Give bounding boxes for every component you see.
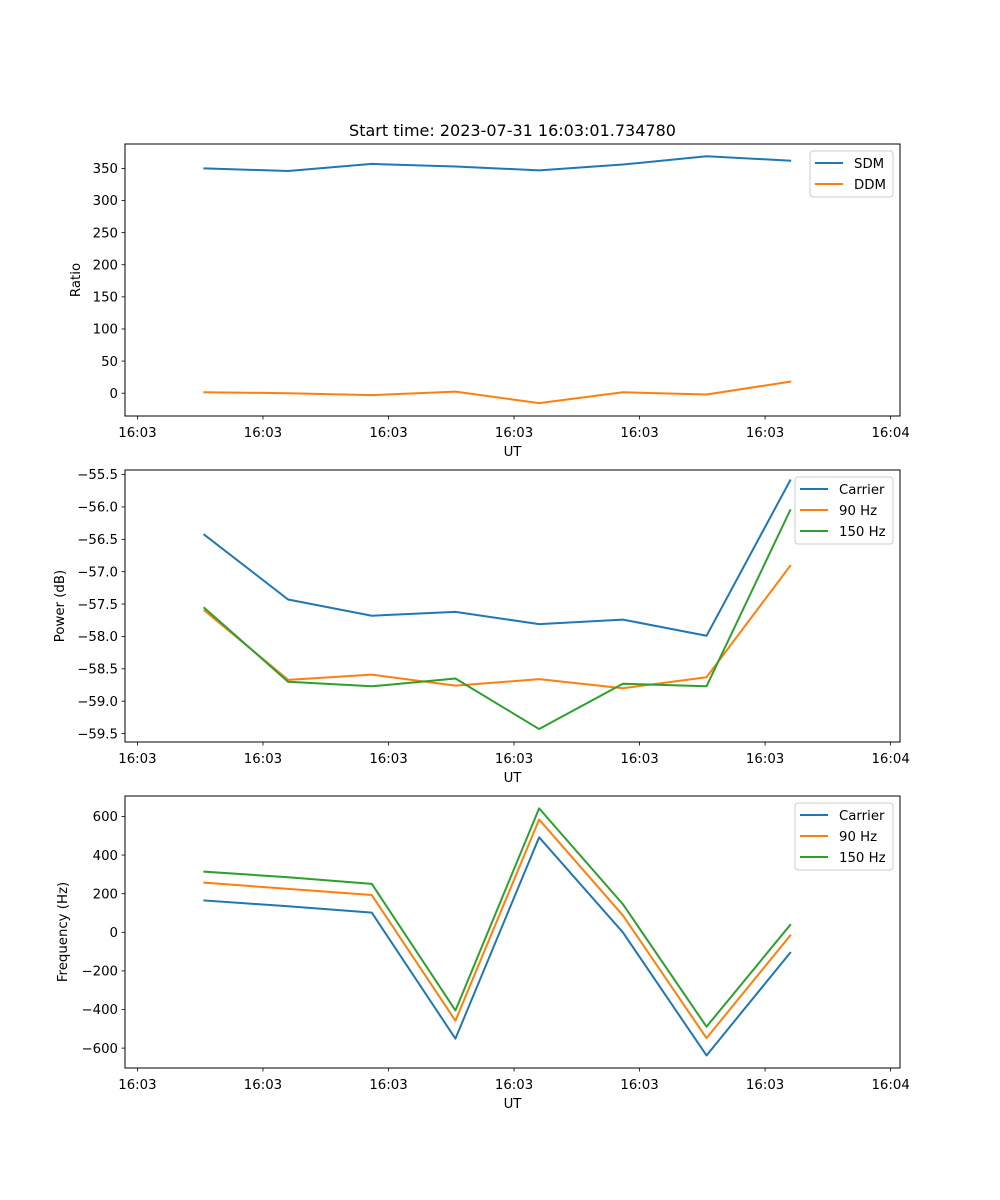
chart-title: Start time: 2023-07-31 16:03:01.734780: [349, 121, 676, 140]
y-tick-label: 600: [93, 810, 118, 825]
series-line-carrier: [202, 479, 792, 637]
x-tick-label: 16:03: [369, 752, 407, 767]
y-tick-label: −58.5: [77, 663, 118, 678]
x-tick-label: 16:03: [495, 1078, 533, 1093]
legend-box: [794, 802, 894, 871]
series-line-90-hz: [202, 564, 792, 690]
axes-frame: [124, 469, 901, 743]
legend-label-150hz: 150 Hz: [839, 525, 886, 540]
x-tick-label: 16:03: [746, 1078, 784, 1093]
y-tick-label: 150: [93, 291, 118, 306]
y-tick-label: 0: [110, 926, 118, 941]
y-tick-label: −600: [81, 1042, 118, 1057]
y-tick-label: −56.0: [77, 501, 118, 516]
y-tick-label: −56.5: [77, 533, 118, 548]
plot-lines: [202, 479, 792, 731]
legend-label-carrier: Carrier: [839, 483, 885, 498]
x-tick-label: 16:04: [871, 426, 909, 441]
x-axis-ticks: 16:03 16:03 16:03 16:03 16:03 16:03 16:04: [118, 1068, 910, 1093]
y-axis-ticks: −600 −400 −200 0 200 400 600: [81, 810, 125, 1057]
legend: Carrier 90 Hz 150 Hz: [794, 802, 894, 871]
y-tick-label: 250: [93, 226, 118, 241]
x-axis-ticks: 16:03 16:03 16:03 16:03 16:03 16:03 16:04: [118, 742, 910, 767]
y-tick-label: 350: [93, 162, 118, 177]
x-axis-label: UT: [504, 1097, 523, 1112]
y-tick-label: −59.5: [77, 727, 118, 742]
x-tick-label: 16:03: [118, 752, 156, 767]
y-tick-label: 0: [110, 387, 118, 402]
x-tick-label: 16:04: [871, 752, 909, 767]
x-tick-label: 16:03: [244, 1078, 282, 1093]
x-tick-label: 16:03: [746, 752, 784, 767]
y-tick-label: −200: [81, 965, 118, 980]
legend-label-90hz: 90 Hz: [839, 830, 877, 845]
x-tick-label: 16:03: [620, 426, 658, 441]
x-tick-label: 16:03: [369, 426, 407, 441]
x-tick-label: 16:03: [620, 752, 658, 767]
y-tick-label: −400: [81, 1003, 118, 1018]
x-tick-label: 16:03: [118, 1078, 156, 1093]
ratio-subplot: Start time: 2023-07-31 16:03:01.734780 0…: [69, 121, 910, 460]
y-axis-ticks: 0 50 100 150 200 250 300 350: [93, 162, 125, 402]
y-tick-label: 300: [93, 194, 118, 209]
plot-lines: [203, 155, 792, 405]
legend: Carrier 90 Hz 150 Hz: [794, 476, 894, 545]
legend-label-ddm: DDM: [854, 178, 886, 193]
y-tick-label: −58.0: [77, 630, 118, 645]
y-tick-label: 200: [93, 887, 118, 902]
y-tick-label: −57.5: [77, 598, 118, 613]
y-tick-label: −55.5: [77, 468, 118, 483]
x-tick-label: 16:03: [620, 1078, 658, 1093]
power-subplot: −59.5 −59.0 −58.5 −58.0 −57.5 −57.0 −56.5 −56.0…: [53, 468, 910, 786]
y-tick-label: −57.0: [77, 565, 118, 580]
legend-label-sdm: SDM: [854, 157, 884, 172]
series-line-90-hz: [203, 818, 792, 1040]
legend-box: [794, 476, 894, 545]
series-line-150-hz: [203, 807, 792, 1028]
axes-frame: [124, 143, 901, 417]
series-line-ddm: [203, 380, 792, 405]
x-tick-label: 16:03: [244, 752, 282, 767]
y-axis-label: Power (dB): [53, 570, 68, 642]
legend: SDM DDM: [809, 150, 894, 198]
series-line-carrier: [203, 836, 792, 1057]
y-axis-ticks: −59.5 −59.0 −58.5 −58.0 −57.5 −57.0 −56.5 −56.0…: [77, 468, 125, 742]
y-tick-label: 400: [93, 849, 118, 864]
legend-label-150hz: 150 Hz: [839, 851, 886, 866]
x-tick-label: 16:03: [369, 1078, 407, 1093]
series-line-150-hz: [202, 508, 792, 731]
plot-lines: [203, 807, 792, 1057]
x-axis-label: UT: [504, 445, 523, 460]
axes-frame: [124, 795, 901, 1069]
y-tick-label: 50: [101, 355, 118, 370]
y-axis-label: Ratio: [69, 263, 84, 297]
y-tick-label: 200: [93, 258, 118, 273]
x-tick-label: 16:03: [495, 426, 533, 441]
x-tick-label: 16:03: [244, 426, 282, 441]
legend-label-carrier: Carrier: [839, 809, 885, 824]
x-tick-label: 16:03: [495, 752, 533, 767]
x-tick-label: 16:03: [118, 426, 156, 441]
series-line-sdm: [203, 155, 792, 172]
y-tick-label: −59.0: [77, 695, 118, 710]
x-tick-label: 16:03: [746, 426, 784, 441]
y-axis-label: Frequency (Hz): [56, 882, 71, 982]
x-axis-ticks: 16:03 16:03 16:03 16:03 16:03 16:03 16:04: [118, 416, 910, 441]
x-axis-label: UT: [504, 771, 523, 786]
x-tick-label: 16:04: [871, 1078, 909, 1093]
y-tick-label: 100: [93, 323, 118, 338]
legend-label-90hz: 90 Hz: [839, 504, 877, 519]
